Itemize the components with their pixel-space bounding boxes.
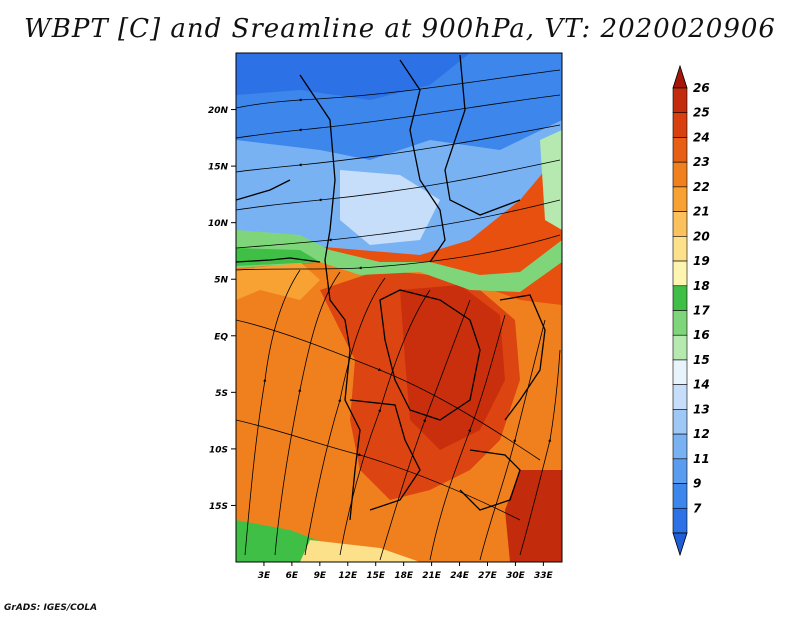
- colorbar-segment: [672, 112, 688, 138]
- colorbar-label: 22: [693, 180, 710, 194]
- lon-tick-label: 15E: [366, 571, 386, 581]
- map-title: WBPT [C] and Sreamline at 900hPa, VT: 20…: [24, 14, 776, 44]
- lon-tick-label: 9E: [314, 571, 327, 581]
- lat-tick-label: 15N: [208, 163, 229, 173]
- colorbar-bottom-arrow: [672, 532, 688, 557]
- lat-tick-label: 20N: [208, 106, 229, 116]
- colorbar-label: 21: [693, 205, 710, 219]
- wbpt-region-south-yellow: [300, 540, 420, 562]
- colorbar-label: 14: [693, 378, 710, 392]
- lat-tick-label: 10S: [209, 445, 228, 455]
- colorbar-label: 12: [693, 427, 710, 441]
- wbpt-region-green-west: [236, 248, 320, 266]
- colorbar-segment: [672, 507, 688, 534]
- colorbar-segment: [672, 483, 688, 509]
- colorbar-segment: [672, 384, 688, 410]
- colorbar-segment: [672, 137, 688, 163]
- lon-tick-label: 33E: [534, 571, 554, 581]
- colorbar-segment: [672, 310, 688, 336]
- lat-tick-label: 15S: [209, 502, 228, 512]
- colorbar-segment: [672, 285, 688, 311]
- colorbar: 26 25 24 23 22 21 20 19 18 17 16 15 14 13 12 11 9 7: [672, 64, 710, 557]
- colorbar-segment: [672, 236, 688, 262]
- colorbar-label: 15: [693, 353, 710, 367]
- colorbar-label: 25: [693, 106, 710, 120]
- wbpt-region-east-green: [540, 130, 562, 230]
- streamlines: [236, 69, 561, 561]
- colorbar-segment: [672, 433, 688, 460]
- colorbar-label: 9: [693, 477, 701, 491]
- country-borders: [236, 54, 546, 521]
- colorbar-label: 20: [693, 229, 710, 243]
- colorbar-label: 24: [693, 130, 710, 144]
- latitude-axis: 20N 15N 10N 5N EQ 5S 10S 15S: [208, 106, 236, 512]
- wbpt-region-green-band: [236, 230, 562, 292]
- lat-tick-label: 10N: [208, 219, 229, 229]
- map-frame: [235, 52, 563, 563]
- colorbar-segment: [672, 260, 688, 287]
- lon-tick-label: 3E: [258, 571, 271, 581]
- lon-tick-label: 24E: [450, 571, 470, 581]
- lon-tick-label: 30E: [506, 571, 526, 581]
- wbpt-region-paleblue: [340, 170, 440, 245]
- colorbar-top-arrow: [672, 64, 688, 89]
- wbpt-region-darkblue: [236, 53, 470, 100]
- grads-credit: GrADS: IGES/COLA: [4, 603, 98, 613]
- colorbar-label: 26: [693, 81, 710, 95]
- lat-tick-label: 5N: [214, 276, 228, 286]
- colorbar-segment: [672, 161, 688, 188]
- longitude-axis: 3E 6E 9E 12E 15E 18E 21E 24E 27E 30E 33E: [258, 562, 554, 581]
- colorbar-label: 16: [693, 328, 710, 342]
- lon-tick-label: 21E: [422, 571, 442, 581]
- lon-tick-label: 27E: [478, 571, 498, 581]
- colorbar-label: 13: [693, 402, 710, 416]
- lat-tick-label: 5S: [215, 389, 228, 399]
- colorbar-label: 18: [693, 279, 710, 293]
- colorbar-segment: [672, 87, 688, 114]
- wbpt-region-south-green: [236, 520, 420, 562]
- colorbar-label: 19: [693, 254, 710, 268]
- wbpt-field: [236, 53, 562, 562]
- colorbar-segment: [672, 186, 688, 212]
- colorbar-label: 11: [693, 452, 710, 466]
- colorbar-segment: [672, 409, 688, 435]
- colorbar-segment: [672, 359, 688, 385]
- colorbar-label: 23: [693, 155, 710, 169]
- colorbar-segment: [672, 334, 688, 361]
- lon-tick-label: 18E: [394, 571, 414, 581]
- lon-tick-label: 12E: [338, 571, 358, 581]
- colorbar-segment: [672, 211, 688, 237]
- colorbar-segment: [672, 458, 688, 484]
- wbpt-region-darkred: [400, 285, 505, 450]
- lon-tick-label: 6E: [286, 571, 299, 581]
- wbpt-region-se-red: [505, 470, 562, 562]
- lat-tick-label: EQ: [214, 332, 228, 342]
- colorbar-label: 17: [693, 304, 710, 318]
- colorbar-label: 7: [693, 501, 702, 515]
